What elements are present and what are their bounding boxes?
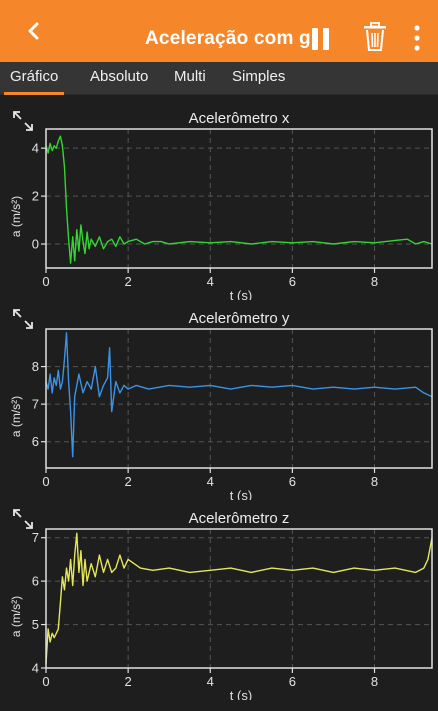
chart-acelerometro-y: Acelerômetro y 0 2 4 6 8 6 7 8 t (s) a (m/s²) xyxy=(0,300,438,500)
x-tick-label: 6 xyxy=(289,674,296,689)
x-tick-label: 8 xyxy=(371,674,378,689)
chart-title: Acelerômetro y xyxy=(189,310,290,327)
y-tick-label: 2 xyxy=(32,189,39,204)
more-vertical-icon[interactable] xyxy=(412,24,422,54)
x-tick-label: 2 xyxy=(125,474,132,489)
x-tick-label: 0 xyxy=(42,274,49,289)
series-line xyxy=(45,332,433,458)
y-tick-label: 6 xyxy=(32,574,39,589)
x-tick-label: 4 xyxy=(207,674,214,689)
x-tick-label: 0 xyxy=(42,474,49,489)
y-axis-label: a (m/s²) xyxy=(9,596,23,637)
x-tick-label: 2 xyxy=(125,274,132,289)
y-tick-label: 6 xyxy=(32,434,39,449)
chart-title: Acelerômetro x xyxy=(189,110,290,127)
trash-icon[interactable] xyxy=(362,22,388,52)
chart-z-svg: Acelerômetro z 0 2 4 6 8 4 5 6 7 t (s) a (m/s²) xyxy=(9,510,433,700)
x-tick-label: 2 xyxy=(125,674,132,689)
tab-multi[interactable]: Multi xyxy=(174,68,206,85)
y-axis-label: a (m/s²) xyxy=(9,196,23,237)
x-tick-label: 8 xyxy=(371,274,378,289)
series-line xyxy=(45,135,433,264)
x-tick-label: 6 xyxy=(289,474,296,489)
app-bar: Aceleração com g xyxy=(0,0,438,62)
expand-icon[interactable] xyxy=(12,110,34,132)
y-tick-label: 8 xyxy=(32,359,39,374)
tab-absoluto[interactable]: Absoluto xyxy=(90,68,149,85)
x-tick-label: 4 xyxy=(207,274,214,289)
y-axis-label: a (m/s²) xyxy=(9,396,23,437)
expand-icon[interactable] xyxy=(12,308,34,330)
x-axis-label: t (s) xyxy=(230,688,252,700)
tab-simples[interactable]: Simples xyxy=(232,68,286,85)
chart-x-svg: Acelerômetro x 0 2 4 6 8 0 2 4 t (s) a (m/s²) xyxy=(9,110,433,300)
tab-grafico[interactable]: Gráfico xyxy=(3,68,65,95)
y-tick-label: 4 xyxy=(32,661,39,676)
pause-icon[interactable] xyxy=(310,26,332,52)
page-title: Aceleração com g xyxy=(145,28,311,49)
chart-title: Acelerômetro z xyxy=(189,510,290,527)
series-line xyxy=(45,532,433,664)
y-tick-label: 0 xyxy=(32,237,39,252)
y-tick-label: 4 xyxy=(32,141,39,156)
y-tick-label: 5 xyxy=(32,617,39,632)
plot-frame xyxy=(45,528,433,669)
chevron-left-icon[interactable] xyxy=(22,19,46,43)
expand-icon[interactable] xyxy=(12,508,34,530)
y-tick-label: 7 xyxy=(32,397,39,412)
chart-y-svg: Acelerômetro y 0 2 4 6 8 6 7 8 t (s) a (m/s²) xyxy=(9,310,433,500)
plot-frame xyxy=(45,128,433,269)
tab-bar: Gráfico Absoluto Multi Simples xyxy=(0,62,438,95)
x-tick-label: 8 xyxy=(371,474,378,489)
plot-frame xyxy=(45,328,433,469)
x-axis-label: t (s) xyxy=(230,288,252,300)
chart-acelerometro-z: Acelerômetro z 0 2 4 6 8 4 5 6 7 t (s) a (m/s²) xyxy=(0,500,438,700)
x-tick-label: 4 xyxy=(207,474,214,489)
x-axis-label: t (s) xyxy=(230,488,252,500)
y-tick-label: 7 xyxy=(32,530,39,545)
x-tick-label: 0 xyxy=(42,674,49,689)
x-tick-label: 6 xyxy=(289,274,296,289)
chart-acelerometro-x: Acelerômetro x 0 2 4 6 8 0 2 4 t (s) a (m/s²) xyxy=(0,100,438,300)
